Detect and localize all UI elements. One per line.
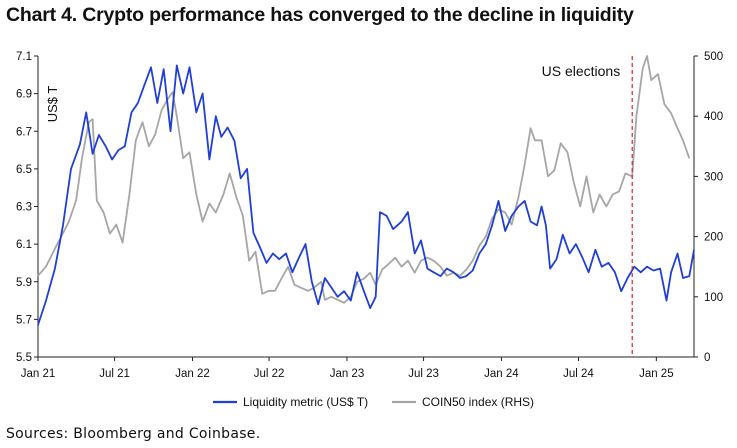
left-tick-label: 6.3 <box>16 202 32 214</box>
left-tick-label: 7.1 <box>16 51 32 63</box>
legend: Liquidity metric (US$ T) COIN50 index (RH… <box>213 395 534 409</box>
right-tick-label: 0 <box>704 352 710 364</box>
page-title: Chart 4. Crypto performance has converge… <box>6 4 634 26</box>
legend-label-liquidity: Liquidity metric (US$ T) <box>243 395 368 409</box>
x-tick-label: Jan 25 <box>639 368 674 380</box>
right-tick-label: 300 <box>704 171 723 183</box>
x-tick-label: Jan 24 <box>484 368 519 380</box>
left-tick-label: 5.7 <box>16 314 32 326</box>
series-line-coin50 <box>37 55 691 304</box>
left-tick-label: 6.1 <box>16 239 32 251</box>
x-tick-label: Jan 21 <box>21 368 56 380</box>
legend-label-coin50: COIN50 index (RHS) <box>422 395 534 409</box>
left-tick-label: 6.9 <box>16 89 32 101</box>
x-tick-label: Jul 22 <box>254 368 285 380</box>
x-tick-label: Jul 24 <box>563 368 594 380</box>
left-axis-unit-label: US$ T <box>45 86 60 123</box>
right-tick-label: 400 <box>704 111 723 123</box>
series-line-liquidity <box>37 64 695 326</box>
left-tick-label: 5.5 <box>16 352 32 364</box>
series-layer <box>37 55 695 326</box>
right-tick-label: 200 <box>704 232 723 244</box>
left-tick-label: 5.9 <box>16 277 32 289</box>
x-tick-label: Jan 22 <box>175 368 210 380</box>
right-tick-label: 500 <box>704 51 723 63</box>
x-tick-label: Jan 23 <box>330 368 365 380</box>
annotation-layer: US elections <box>542 56 633 357</box>
axes: 7.1 6.9 6.7 6.5 6.3 6.1 5.9 5.7 5.5 500 400 300 200 1… <box>16 51 723 380</box>
left-tick-label: 6.5 <box>16 164 32 176</box>
left-tick-label: 6.7 <box>16 126 32 138</box>
right-tick-label: 100 <box>704 292 723 304</box>
x-tick-label: Jul 23 <box>408 368 439 380</box>
x-tick-label: Jul 21 <box>99 368 130 380</box>
election-annotation: US elections <box>542 63 621 79</box>
source-note: Sources: Bloomberg and Coinbase. <box>6 426 261 442</box>
